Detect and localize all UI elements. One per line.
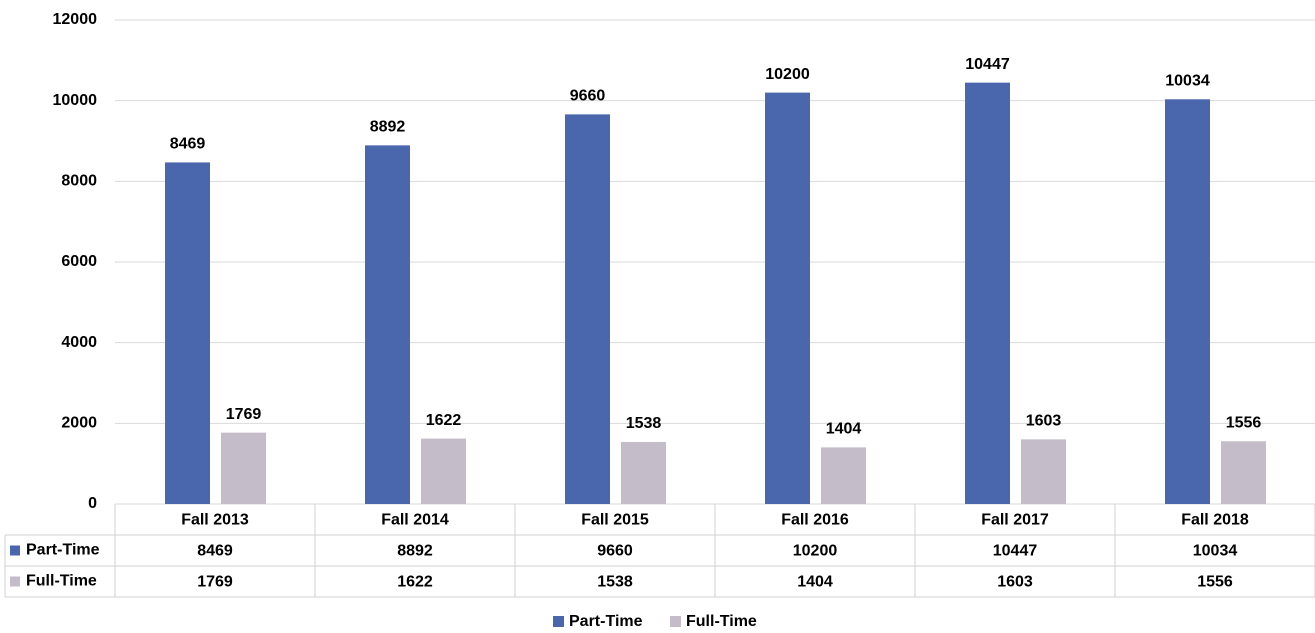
data-label: 1556 [1226,414,1262,431]
data-label: 10447 [965,56,1010,73]
table-cell: 1404 [797,574,833,591]
bar [621,441,666,504]
y-tick-label: 8000 [61,173,97,190]
legend-label: Part-Time [569,613,643,630]
y-tick-label: 0 [88,495,97,512]
table-legend-key [10,576,20,587]
data-label: 1769 [226,406,262,423]
bar [821,447,866,504]
table-row-label: Part-Time [26,542,100,559]
x-tick-label: Fall 2013 [181,512,249,529]
table-legend-key [10,545,20,556]
table-cell: 1622 [397,574,433,591]
bar [1165,99,1210,504]
data-label: 1603 [1026,413,1062,430]
table-cell: 8469 [197,543,233,560]
bar [565,114,610,504]
bar [1221,441,1266,504]
x-tick-label: Fall 2017 [981,512,1049,529]
data-label: 1404 [826,421,862,438]
table-cell: 1538 [597,574,633,591]
data-label: 8469 [170,136,206,153]
y-tick-label: 6000 [61,253,97,270]
table-row-label: Full-Time [26,573,97,590]
x-tick-label: Fall 2014 [381,512,449,529]
data-label: 10200 [765,66,810,83]
bar [1021,439,1066,504]
y-tick-label: 12000 [53,11,98,28]
x-tick-label: Fall 2015 [581,512,649,529]
bar [765,92,810,504]
table-cell: 10447 [993,543,1038,560]
table-cell: 10200 [793,543,838,560]
table-cell: 9660 [597,543,633,560]
y-tick-label: 4000 [61,334,97,351]
data-label: 10034 [1165,73,1210,90]
y-tick-label: 2000 [61,415,97,432]
legend-key [670,616,681,627]
y-tick-label: 10000 [53,92,98,109]
data-label: 8892 [370,119,406,136]
table-cell: 1556 [1197,574,1233,591]
data-label: 9660 [570,88,606,105]
data-label: 1622 [426,412,462,429]
legend-key [553,616,564,627]
bar [165,162,210,505]
table-cell: 8892 [397,543,433,560]
x-tick-label: Fall 2018 [1181,512,1249,529]
table-cell: 10034 [1193,543,1238,560]
table-cell: 1603 [997,574,1033,591]
bar [365,145,410,504]
bar [421,438,466,504]
bar [965,82,1010,504]
x-tick-label: Fall 2016 [781,512,849,529]
data-label: 1538 [626,415,662,432]
table-cell: 1769 [197,574,233,591]
bar [221,432,266,504]
legend-label: Full-Time [686,613,757,630]
